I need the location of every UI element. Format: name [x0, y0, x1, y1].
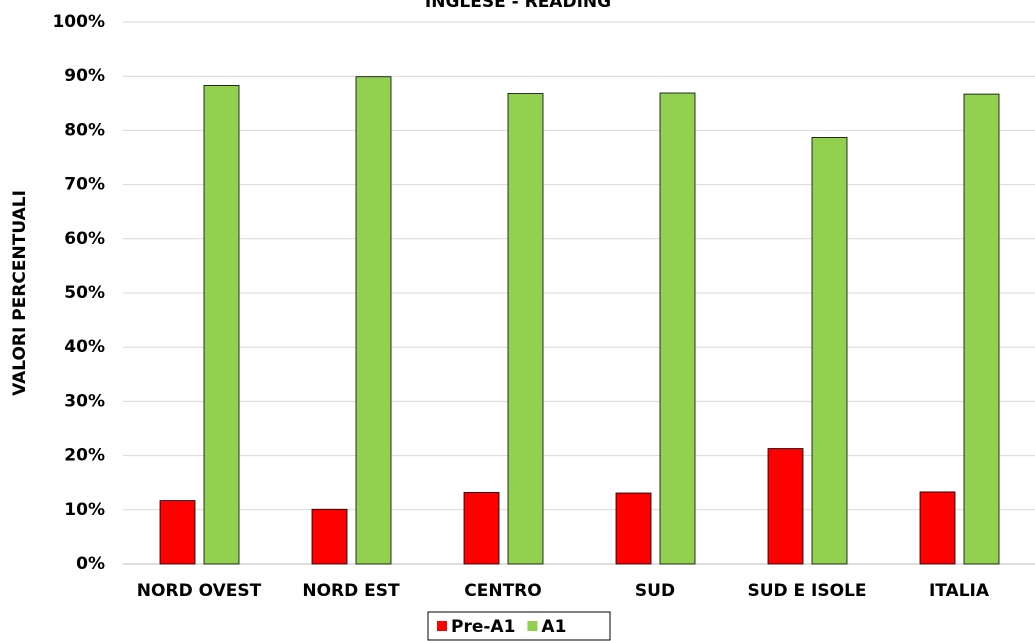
bar	[507, 93, 544, 565]
bar	[463, 492, 500, 565]
bar	[767, 448, 804, 565]
legend-swatch	[527, 621, 538, 631]
y-tick-label: 80%	[64, 120, 105, 140]
y-tick-label: 40%	[64, 337, 105, 357]
x-tick-label: ITALIA	[929, 581, 990, 601]
x-tick-label: NORD OVEST	[137, 581, 262, 601]
legend-label: A1	[541, 617, 566, 637]
bar	[159, 500, 196, 565]
bar	[963, 93, 1000, 565]
x-tick-label: NORD EST	[302, 581, 400, 601]
bar	[615, 492, 652, 565]
y-tick-label: 50%	[64, 283, 105, 303]
bar	[355, 76, 392, 565]
legend-box	[427, 611, 611, 641]
y-axis-label: VALORI PERCENTUALI	[10, 190, 30, 396]
y-tick-label: 30%	[64, 391, 105, 411]
x-tick-label: SUD	[635, 581, 675, 601]
bar	[811, 137, 848, 565]
y-tick-label: 60%	[64, 229, 105, 249]
y-tick-label: 10%	[64, 500, 105, 520]
legend-label: Pre-A1	[451, 617, 515, 637]
x-tick-label: CENTRO	[464, 581, 541, 601]
x-tick-label: SUD E ISOLE	[747, 581, 866, 601]
bar	[311, 508, 348, 565]
y-tick-label: 20%	[64, 446, 105, 466]
bar	[203, 85, 240, 565]
chart-title: INGLESE - READING	[425, 0, 611, 12]
legend-swatch	[437, 621, 447, 631]
bar	[919, 491, 956, 565]
y-tick-label: 90%	[64, 66, 105, 86]
y-tick-label: 70%	[64, 175, 105, 195]
y-tick-label: 100%	[52, 12, 105, 32]
y-tick-label: 0%	[76, 554, 105, 574]
bar	[659, 92, 696, 565]
